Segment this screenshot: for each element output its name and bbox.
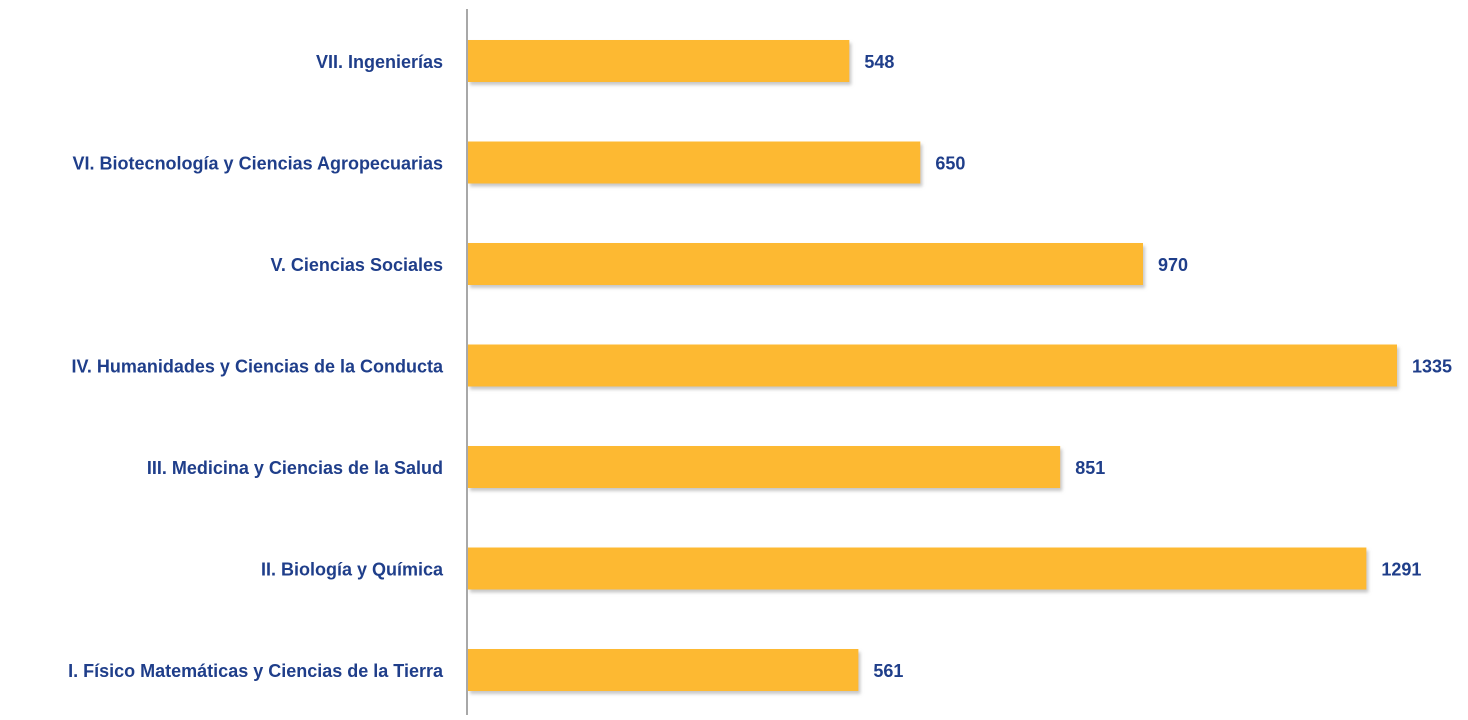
value-label-4: 1335 [1412, 357, 1452, 377]
value-label-5: 851 [1075, 458, 1105, 478]
value-label-2: 650 [935, 154, 965, 174]
category-label-6: II. Biología y Química [261, 560, 444, 580]
bar-7 [468, 649, 859, 691]
value-label-1: 548 [864, 52, 894, 72]
category-labels: VII. Ingenierías VI. Biotecnología y Cien… [68, 52, 444, 681]
value-label-7: 561 [873, 661, 903, 681]
category-label-5: III. Medicina y Ciencias de la Salud [147, 458, 443, 478]
category-label-2: VI. Biotecnología y Ciencias Agropecuari… [73, 154, 443, 174]
category-label-4: IV. Humanidades y Ciencias de la Conduct… [72, 357, 444, 377]
category-label-1: VII. Ingenierías [316, 52, 443, 72]
bar-6 [468, 547, 1367, 590]
category-label-3: V. Ciencias Sociales [271, 255, 443, 275]
bar-1 [468, 40, 850, 82]
value-label-6: 1291 [1381, 560, 1421, 580]
bar-3 [468, 243, 1144, 285]
value-label-3: 970 [1158, 255, 1188, 275]
bar-5 [468, 446, 1061, 488]
value-labels: 548 650 970 1335 851 1291 561 [864, 52, 1452, 681]
bar-2 [468, 141, 921, 184]
bars-layer [468, 40, 1397, 691]
bar-4 [468, 344, 1397, 387]
category-label-7: I. Físico Matemáticas y Ciencias de la T… [68, 661, 444, 681]
